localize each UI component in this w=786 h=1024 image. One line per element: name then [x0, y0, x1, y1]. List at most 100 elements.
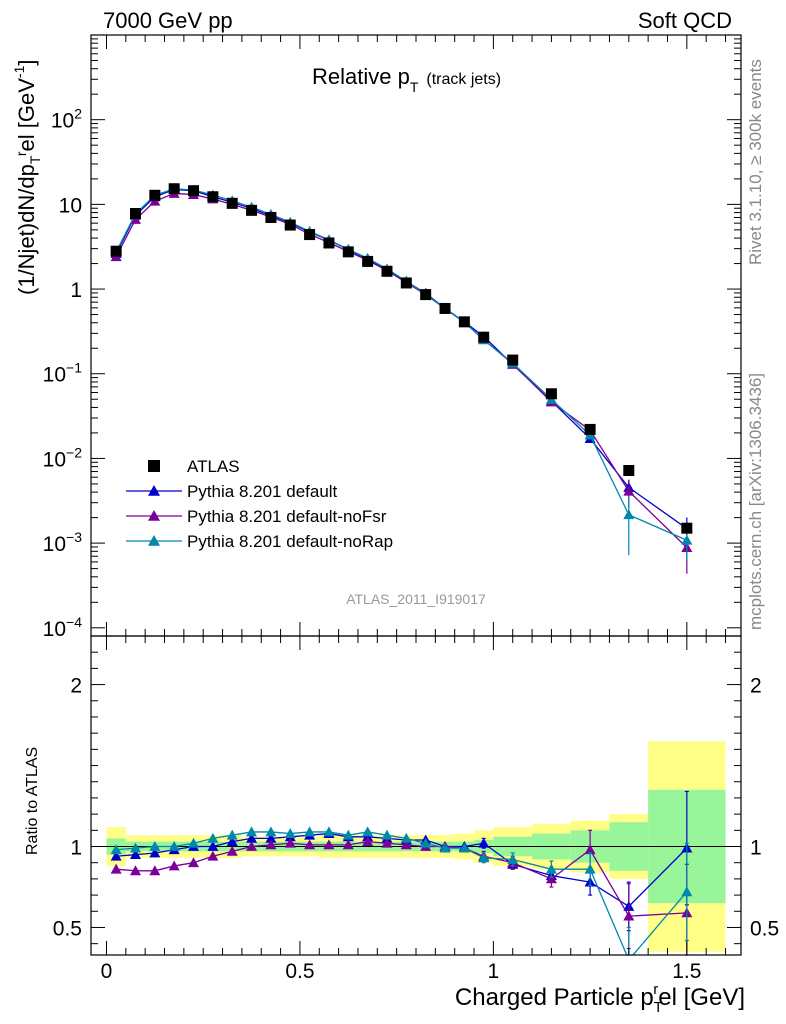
ratio-point-noRap: [420, 837, 432, 848]
point-atlas: [149, 189, 161, 201]
point-atlas: [110, 245, 122, 257]
ratio-point-noFsr: [623, 910, 635, 921]
ratio-point-noFsr: [284, 837, 296, 848]
ratio-point-noFsr: [545, 873, 557, 884]
analysis-id: ATLAS_2011_I919017: [346, 591, 486, 607]
point-noRap: [623, 509, 635, 520]
ratio-point-noFsr: [265, 839, 277, 850]
legend-label: Pythia 8.201 default-noFsr: [187, 507, 387, 526]
ratio-point-noRap: [129, 842, 141, 853]
ratio-point-noRap: [246, 826, 258, 837]
axes: 10−4 10−3 10−2 10−1 1 10 102 0.5 0.5 1 1 2 2 0 0.5 1 1.5: [43, 34, 779, 983]
point-atlas: [507, 354, 519, 366]
ratio-point-noRap: [507, 853, 519, 864]
ratio-tick-label: 0.5: [53, 917, 82, 940]
ratio-point-noFsr: [168, 860, 180, 871]
side-label-mcplots: mcplots.cern.ch [arXiv:1306.3436]: [746, 373, 765, 630]
x-tick-label: 0: [101, 960, 113, 983]
point-noRap: [681, 534, 693, 545]
ratio-point-noFsr: [362, 836, 374, 847]
point-atlas: [623, 465, 635, 477]
point-atlas: [545, 388, 557, 400]
point-atlas: [207, 191, 219, 203]
legend-marker-atlas: [148, 460, 160, 472]
ratio-tick-label-right: 1: [750, 837, 762, 860]
y-axis-label: (1/Njet)dN/dpTrel [GeV-1]: [11, 59, 43, 295]
point-atlas: [188, 185, 200, 197]
ratio-series: [110, 790, 693, 956]
ratio-point-noFsr: [129, 865, 141, 876]
ratio-point-noFsr: [400, 839, 412, 850]
ratio-point-noRap: [681, 886, 693, 897]
point-atlas: [304, 229, 316, 241]
ratio-point-noRap: [545, 863, 557, 874]
ratio-point-noRap: [342, 829, 354, 840]
y-tick-label: 10−3: [43, 529, 83, 556]
ratio-point-noFsr: [304, 839, 316, 850]
legend-label: ATLAS: [187, 457, 240, 476]
ratio-point-noRap: [584, 863, 596, 874]
y-tick-label: 10−2: [43, 444, 83, 471]
point-atlas: [439, 302, 451, 314]
point-atlas: [478, 331, 490, 343]
x-tick-label: 1.5: [672, 960, 701, 983]
point-atlas: [284, 219, 296, 231]
ratio-point-default: [149, 847, 161, 858]
ratio-tick-label-right: 0.5: [750, 917, 779, 940]
ratio-point-default: [226, 836, 238, 847]
point-atlas: [381, 265, 393, 277]
ratio-point-noFsr: [188, 857, 200, 868]
point-atlas: [400, 277, 412, 289]
main-series: [110, 183, 693, 574]
ratio-point-noRap: [188, 837, 200, 848]
ratio-point-default: [110, 850, 122, 861]
header-right: Soft QCD: [638, 8, 732, 33]
plot-title: Relative pT (track jets): [312, 64, 501, 95]
ratio-point-default: [129, 849, 141, 860]
y-tick-label: 10−4: [43, 614, 83, 641]
legend-label: Pythia 8.201 default: [187, 482, 338, 501]
point-noFsr: [623, 485, 635, 496]
x-tick-label: 0.5: [285, 960, 314, 983]
point-atlas: [323, 237, 335, 249]
ratio-point-noRap: [149, 841, 161, 851]
ratio-point-noRap: [284, 828, 296, 838]
ratio-point-noFsr: [342, 839, 354, 850]
ratio-point-noRap: [323, 826, 335, 837]
ratio-point-noRap: [304, 826, 316, 837]
point-atlas: [458, 316, 470, 328]
legend-marker-default: [148, 485, 160, 496]
side-label-rivet: Rivet 3.1.10, ≥ 300k events: [746, 59, 765, 265]
ratio-point-default: [246, 832, 258, 843]
legend-marker-noRap: [148, 535, 160, 546]
ratio-axis-label: Ratio to ATLAS: [24, 747, 41, 855]
ratio-point-noRap: [226, 829, 238, 840]
ratio-point-noFsr: [207, 850, 219, 861]
y-tick-label: 10−1: [43, 360, 83, 387]
ratio-point-default: [478, 837, 490, 848]
point-atlas: [584, 423, 596, 435]
ratio-point-noFsr: [584, 844, 596, 855]
ratio-point-default: [207, 841, 219, 851]
ratio-point-noRap: [207, 832, 219, 843]
point-atlas: [265, 211, 277, 223]
ratio-point-noRap: [458, 842, 470, 853]
ratio-point-noRap: [400, 832, 412, 843]
header-left: 7000 GeV pp: [103, 8, 233, 33]
point-atlas: [362, 255, 374, 267]
ratio-point-noRap: [110, 844, 122, 855]
point-atlas: [129, 208, 141, 220]
point-atlas: [168, 183, 180, 195]
ratio-point-default: [265, 832, 277, 843]
ratio-frame: [90, 635, 742, 956]
ratio-tick-label-right: 2: [750, 675, 762, 698]
ratio-point-noFsr: [246, 841, 258, 851]
ratio-point-noFsr: [381, 837, 393, 848]
y-tick-label: 1: [70, 279, 82, 302]
ratio-tick-label: 2: [70, 675, 82, 698]
y-tick-label: 102: [51, 106, 82, 133]
point-atlas: [342, 246, 354, 258]
ratio-point-noFsr: [226, 845, 238, 856]
legend-label: Pythia 8.201 default-noRap: [187, 532, 393, 551]
ratio-tick-label: 1: [70, 837, 82, 860]
